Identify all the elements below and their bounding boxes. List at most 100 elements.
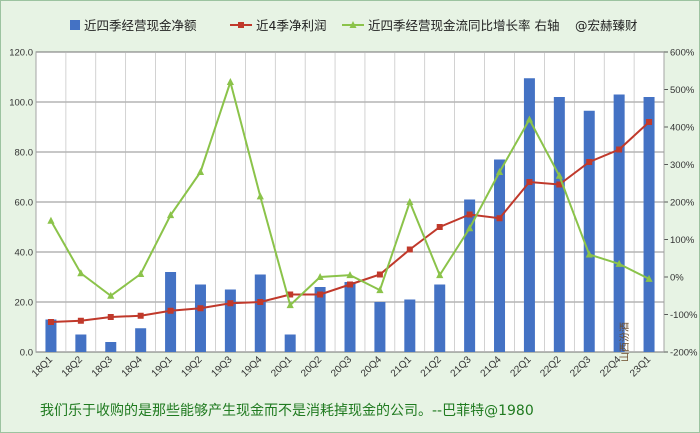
y-right-tick-label: 500% bbox=[670, 85, 695, 96]
y-right-tick-label: 300% bbox=[670, 160, 695, 171]
x-tick-label: 18Q3 bbox=[90, 354, 115, 379]
x-tick-label: 18Q2 bbox=[60, 354, 85, 379]
marker-net-profit-18Q2 bbox=[77, 317, 84, 324]
y-left-tick-label: 40.0 bbox=[15, 248, 34, 259]
marker-net-profit-22Q4 bbox=[616, 146, 623, 153]
x-tick-label: 22Q3 bbox=[568, 354, 593, 379]
y-right-tick-label: 400% bbox=[670, 123, 695, 134]
marker-net-profit-21Q3 bbox=[466, 211, 473, 218]
y-left-tick-label: 120.0 bbox=[9, 48, 33, 59]
marker-net-profit-19Q1 bbox=[167, 307, 174, 314]
marker-cashflow-growth-18Q1 bbox=[47, 216, 55, 224]
bar-21Q1 bbox=[404, 299, 416, 352]
x-tick-label: 22Q2 bbox=[538, 354, 563, 379]
bar-19Q3 bbox=[224, 289, 236, 352]
bar-21Q3 bbox=[464, 199, 476, 352]
y-right-tick-label: 200% bbox=[670, 198, 695, 209]
marker-cashflow-growth-22Q4 bbox=[615, 259, 623, 267]
x-tick-label: 19Q3 bbox=[209, 354, 234, 379]
bar-23Q1 bbox=[643, 97, 655, 352]
x-tick-label: 21Q4 bbox=[479, 354, 504, 379]
marker-cashflow-growth-19Q4 bbox=[256, 192, 264, 200]
x-tick-label: 23Q1 bbox=[628, 354, 653, 379]
marker-net-profit-20Q2 bbox=[317, 291, 324, 298]
marker-cashflow-growth-21Q3 bbox=[466, 224, 474, 232]
bar-22Q1 bbox=[523, 78, 535, 352]
x-tick-label: 19Q1 bbox=[150, 354, 175, 379]
x-tick-label: 18Q1 bbox=[30, 354, 55, 379]
y-right-tick-label: 100% bbox=[670, 235, 695, 246]
y-left-tick-label: 20.0 bbox=[15, 298, 34, 309]
marker-cashflow-growth-19Q3 bbox=[226, 78, 234, 85]
marker-cashflow-growth-20Q2 bbox=[316, 273, 324, 280]
legend-label-bars: 近四季经营现金净额 bbox=[84, 18, 197, 33]
company-stamp: 山西汾酒 bbox=[620, 322, 631, 362]
buffett-quote: 我们乐于收购的是那些能够产生现金而不是消耗掉现金的公司。--巴菲特@1980 bbox=[40, 403, 534, 419]
y-left-tick-label: 0.0 bbox=[20, 348, 33, 359]
marker-cashflow-growth-19Q1 bbox=[166, 211, 175, 219]
marker-cashflow-growth-22Q2 bbox=[555, 171, 563, 179]
x-tick-label: 20Q4 bbox=[359, 354, 384, 379]
legend-label-profit: 近4季净利润 bbox=[256, 18, 326, 33]
marker-cashflow-growth-19Q2 bbox=[196, 168, 205, 175]
bar-18Q1 bbox=[45, 319, 57, 352]
marker-net-profit-23Q1 bbox=[646, 119, 653, 125]
bar-18Q3 bbox=[105, 342, 117, 352]
marker-net-profit-19Q2 bbox=[197, 305, 204, 312]
x-tick-label: 21Q3 bbox=[449, 354, 474, 379]
bar-18Q2 bbox=[75, 334, 87, 352]
legend-swatch-bars bbox=[70, 20, 80, 30]
y-left-tick-label: 100.0 bbox=[9, 98, 33, 109]
legend-label-growth: 近四季经营现金流同比增长率 右轴 bbox=[368, 18, 559, 33]
marker-cashflow-growth-22Q1 bbox=[525, 115, 534, 123]
x-tick-label: 18Q4 bbox=[120, 354, 145, 379]
marker-cashflow-growth-21Q4 bbox=[495, 168, 504, 175]
marker-net-profit-21Q1 bbox=[406, 246, 413, 253]
y-right-tick-label: 0% bbox=[670, 273, 684, 284]
x-tick-label: 19Q2 bbox=[180, 354, 205, 379]
y-right-tick-label: 600% bbox=[670, 48, 695, 59]
marker-net-profit-18Q1 bbox=[47, 319, 54, 325]
x-tick-label: 19Q4 bbox=[239, 354, 264, 379]
marker-net-profit-22Q3 bbox=[586, 159, 593, 165]
legend-watermark: @宏赫臻财 bbox=[575, 18, 638, 33]
bar-20Q2 bbox=[314, 287, 326, 352]
marker-net-profit-21Q4 bbox=[496, 215, 503, 222]
marker-cashflow-growth-18Q2 bbox=[77, 269, 85, 277]
bar-22Q4 bbox=[613, 94, 625, 352]
marker-net-profit-22Q2 bbox=[556, 181, 563, 188]
marker-cashflow-growth-22Q3 bbox=[585, 250, 593, 258]
marker-net-profit-19Q3 bbox=[227, 300, 234, 307]
marker-net-profit-21Q2 bbox=[436, 224, 443, 230]
y-left-tick-label: 80.0 bbox=[15, 148, 34, 159]
marker-cashflow-growth-18Q4 bbox=[137, 270, 145, 277]
bar-18Q4 bbox=[135, 328, 147, 352]
marker-net-profit-18Q4 bbox=[137, 312, 144, 319]
marker-net-profit-20Q1 bbox=[287, 291, 294, 298]
x-tick-label: 21Q2 bbox=[419, 354, 444, 379]
marker-cashflow-growth-23Q1 bbox=[645, 274, 653, 282]
marker-cashflow-growth-21Q2 bbox=[436, 271, 444, 279]
bar-22Q3 bbox=[583, 110, 595, 352]
marker-net-profit-20Q3 bbox=[347, 281, 353, 288]
marker-net-profit-20Q4 bbox=[376, 271, 383, 278]
y-left-tick-label: 60.0 bbox=[15, 198, 34, 209]
bar-19Q2 bbox=[194, 284, 206, 352]
y-right-tick-label: -200% bbox=[670, 348, 698, 359]
x-tick-label: 20Q2 bbox=[299, 354, 324, 379]
y-right-tick-label: -100% bbox=[670, 310, 698, 321]
x-tick-label: 20Q1 bbox=[269, 354, 294, 379]
x-tick-label: 21Q1 bbox=[389, 354, 414, 379]
marker-cashflow-growth-20Q3 bbox=[346, 271, 354, 279]
marker-cashflow-growth-21Q1 bbox=[406, 198, 414, 205]
bar-20Q1 bbox=[284, 334, 296, 352]
bar-20Q3 bbox=[344, 282, 356, 352]
legend-swatch-growth-marker bbox=[349, 21, 357, 28]
bar-21Q2 bbox=[434, 284, 446, 352]
bar-19Q4 bbox=[254, 274, 266, 352]
x-tick-label: 22Q1 bbox=[508, 354, 533, 379]
legend-swatch-profit-marker bbox=[238, 22, 244, 28]
bar-22Q2 bbox=[553, 97, 565, 352]
marker-net-profit-19Q4 bbox=[257, 299, 264, 305]
